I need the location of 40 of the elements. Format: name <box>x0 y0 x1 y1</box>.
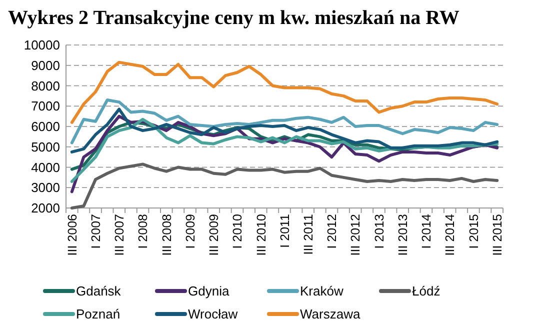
y-tick-label: 6000 <box>31 119 60 134</box>
y-tick-label: 3000 <box>31 180 60 196</box>
x-tick-label: III 2008 <box>160 214 174 256</box>
x-tick-label: I 2009 <box>183 214 198 249</box>
line-series <box>70 98 499 144</box>
y-tick-label: 10000 <box>24 38 60 53</box>
line-series <box>70 60 499 124</box>
x-tick-label: I 2014 <box>420 214 434 249</box>
x-tick-label: III 2007 <box>112 214 127 256</box>
y-tick-label: 4000 <box>31 160 60 175</box>
y-tick-label: 8000 <box>31 78 60 94</box>
legend-label: Poznań <box>76 306 120 322</box>
line-series <box>70 108 499 154</box>
y-tick-label: 2000 <box>31 200 60 216</box>
legend-label: Gdynia <box>188 284 230 299</box>
x-tick-label: III 2014 <box>443 214 458 256</box>
x-tick-label: III 2009 <box>207 214 222 256</box>
x-tick-label: I 2010 <box>230 214 245 249</box>
x-tick-label: III 2012 <box>348 214 363 256</box>
x-tick-label: I 2008 <box>136 214 150 249</box>
x-tick-label: III 2011 <box>301 214 316 255</box>
x-tick-label: III 2015 <box>490 214 504 256</box>
x-tick-label: I 2007 <box>88 214 103 249</box>
legend-label: Gdańsk <box>76 284 122 299</box>
x-tick-label: III 2006 <box>65 214 80 256</box>
x-tick-label: III 2010 <box>254 214 268 256</box>
x-tick-label: I 2015 <box>466 214 481 249</box>
legend-label: Wrocław <box>188 306 238 322</box>
legend-label: Warszawa <box>300 306 361 322</box>
line-series <box>70 162 499 210</box>
chart-title: Wykres 2 Transakcyjne ceny m kw. mieszkań na RW <box>8 7 460 29</box>
x-tick-label: I 2012 <box>325 214 340 249</box>
y-tick-label: 5000 <box>31 139 60 154</box>
legend-label: Kraków <box>300 284 344 299</box>
y-tick-label: 7000 <box>31 98 60 114</box>
x-tick-label: I 2011 <box>278 214 292 248</box>
x-tick-label: I 2013 <box>372 214 386 249</box>
y-tick-label: 9000 <box>31 58 60 73</box>
legend-label: Łódź <box>412 284 440 299</box>
x-tick-label: III 2013 <box>396 214 410 256</box>
